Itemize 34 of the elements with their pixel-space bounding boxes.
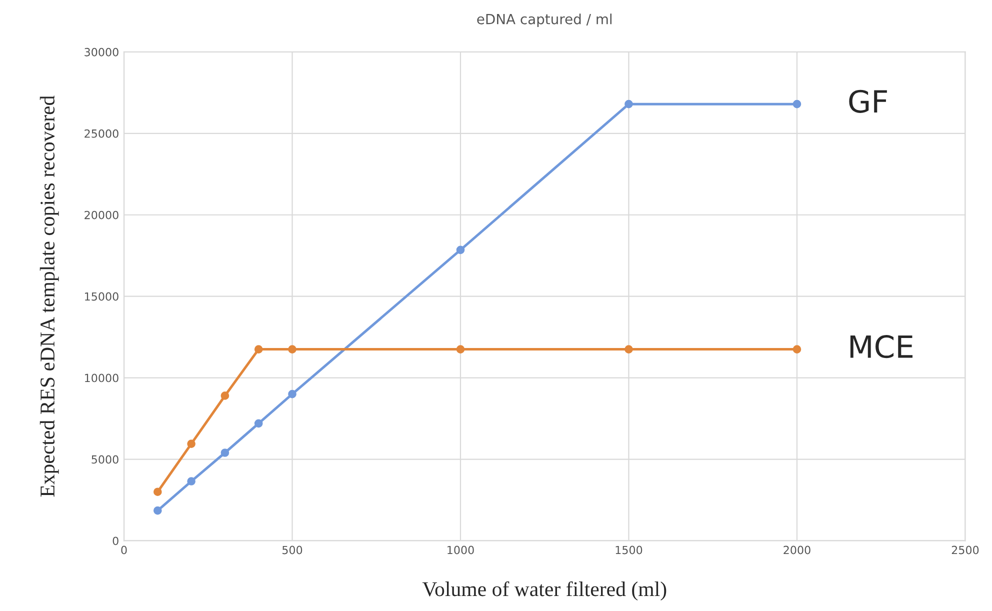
point (456, 246, 465, 254)
y-tick-label: 15000 (85, 292, 118, 301)
x-tick-label: 1000 (448, 546, 474, 554)
point (624, 100, 633, 108)
series-label: GF (849, 90, 887, 113)
point (153, 488, 162, 496)
point (624, 345, 633, 354)
y-tick-label: 5000 (92, 455, 118, 464)
x-tick-label: 500 (282, 546, 302, 554)
point (792, 345, 802, 354)
point (792, 100, 802, 108)
point (254, 419, 263, 428)
y-tick-label: 30000 (84, 48, 118, 56)
chart-title: eDNA captured / ml (477, 14, 612, 28)
point (187, 440, 196, 448)
y-tick-label: 0 (112, 536, 118, 546)
point (153, 506, 162, 515)
point (288, 390, 296, 398)
y-tick-label: 10000 (85, 374, 118, 382)
point (288, 345, 296, 354)
y-tick-label: 25000 (84, 129, 118, 138)
point (187, 477, 196, 486)
point (456, 345, 465, 354)
point (220, 448, 230, 457)
x-tick-label: 0 (121, 546, 127, 554)
point (220, 392, 230, 400)
y-axis-title: Expected RES eDNA template copies recovered (40, 96, 59, 497)
series-label: MCE (850, 335, 912, 358)
x-tick-label: 2500 (952, 546, 979, 554)
x-tick-label: 2000 (784, 546, 810, 554)
point (254, 345, 263, 354)
y-tick-label: 20000 (84, 210, 118, 220)
x-tick-label: 1500 (616, 546, 642, 554)
x-axis-title: Volume of water filtered (ml) (422, 581, 666, 600)
